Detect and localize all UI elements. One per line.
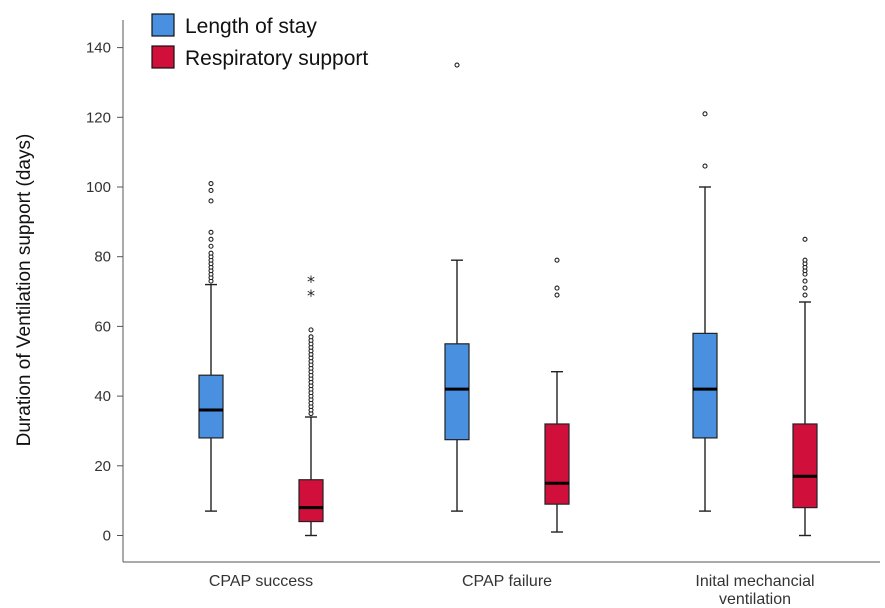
extreme-point: * <box>307 286 315 305</box>
legend-label-respiratory-support: Respiratory support <box>185 47 368 70</box>
outlier-point <box>308 327 314 333</box>
plot-area: ** <box>198 62 818 537</box>
outlier-point <box>554 285 560 291</box>
box-length-of-stay-2 <box>444 62 470 512</box>
iqr-box <box>692 332 718 439</box>
y-tick-label: 140 <box>86 40 111 57</box>
iqr-box <box>444 343 470 441</box>
outlier-point <box>208 180 214 187</box>
outlier-point <box>802 236 808 242</box>
box-respiratory-support-1: ** <box>298 272 324 537</box>
legend-label-length-of-stay: Length of stay <box>185 15 317 38</box>
y-tick-label: 20 <box>94 458 111 475</box>
box-respiratory-support-3 <box>792 236 818 537</box>
outlier-point <box>208 236 214 242</box>
outlier-point <box>702 111 708 117</box>
extreme-point: * <box>307 272 315 291</box>
y-tick-label: 0 <box>103 528 111 545</box>
legend-item-length-of-stay: Length of stay <box>151 13 317 38</box>
outlier-point <box>454 62 460 68</box>
outlier-point <box>554 292 560 298</box>
y-tick-label: 60 <box>94 318 111 335</box>
outlier-point <box>208 229 214 235</box>
y-tick-label: 80 <box>94 249 111 266</box>
x-category-label: Inital mechancial <box>695 573 814 590</box>
iqr-box <box>298 479 324 523</box>
iqr-box <box>792 423 818 509</box>
outlier-point <box>802 285 808 291</box>
box-length-of-stay-3 <box>692 111 718 512</box>
axes: 0 20 40 60 80 100 120 140 CPAP success CPAP failu… <box>86 20 880 608</box>
y-tick-label: 40 <box>94 388 111 405</box>
legend-item-respiratory-support: Respiratory support <box>151 45 368 70</box>
outlier-point <box>208 198 214 204</box>
outlier-point <box>208 187 214 194</box>
iqr-box <box>198 374 224 439</box>
outlier-point <box>702 163 708 169</box>
box-respiratory-support-2 <box>544 257 570 533</box>
x-category-label: CPAP success <box>209 573 313 590</box>
legend-swatch-respiratory-support <box>151 45 175 69</box>
outlier-point <box>208 243 214 249</box>
box-length-of-stay-1 <box>198 180 224 512</box>
iqr-box <box>544 423 570 505</box>
outlier-point <box>802 257 808 263</box>
legend: Length of stay Respiratory support <box>151 13 368 70</box>
y-tick-label: 120 <box>86 109 111 126</box>
legend-swatch-length-of-stay <box>151 13 175 37</box>
outlier-point <box>802 292 808 298</box>
y-axis-title: Duration of Ventilation support (days) <box>14 134 35 447</box>
outlier-point <box>308 334 314 340</box>
x-category-label: CPAP failure <box>462 573 552 590</box>
outlier-point <box>208 250 214 256</box>
outlier-point <box>554 257 560 263</box>
y-tick-label: 100 <box>86 179 111 196</box>
x-category-label: ventilation <box>719 591 791 608</box>
outlier-point <box>802 278 808 284</box>
